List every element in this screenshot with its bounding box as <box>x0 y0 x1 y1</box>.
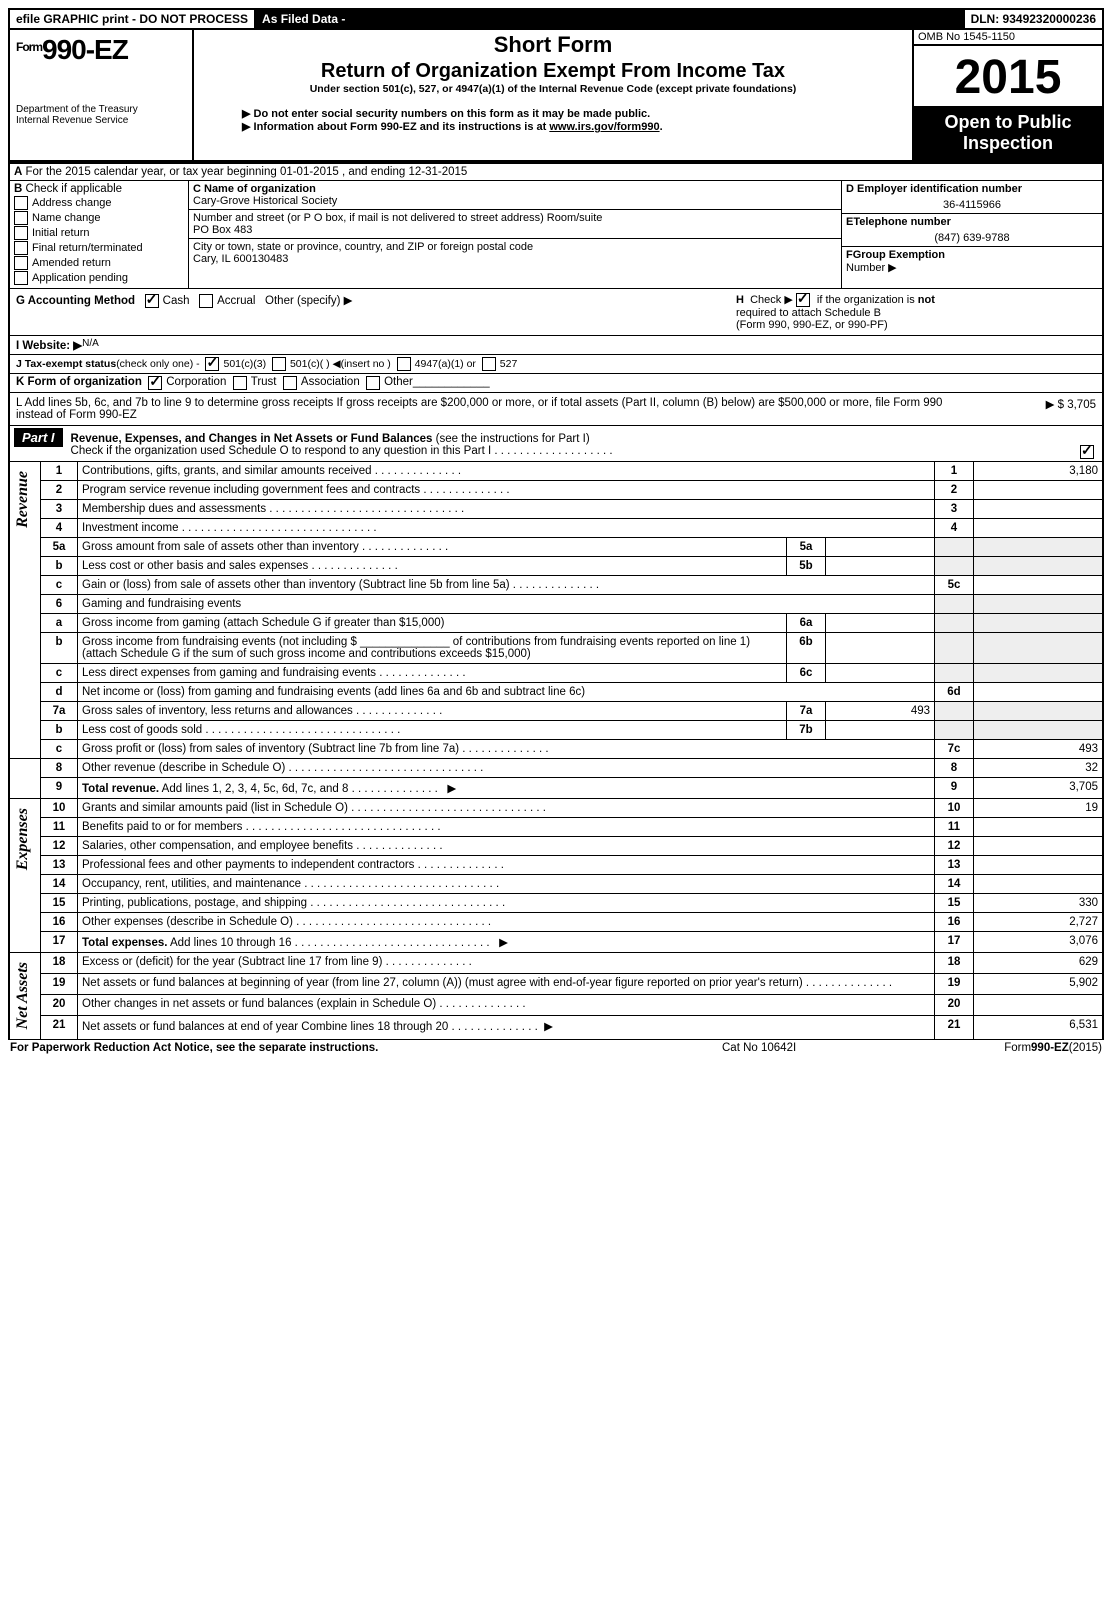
checkbox-schedule-b-not-required[interactable] <box>796 293 810 307</box>
dln-label: DLN: 93492320000236 <box>963 10 1102 28</box>
short-form-label: Short Form <box>202 32 904 58</box>
under-section: Under section 501(c), 527, or 4947(a)(1)… <box>202 83 904 95</box>
arrow-1-text: Do not enter social security numbers on … <box>254 108 651 120</box>
website-value: N/A <box>82 338 99 352</box>
tax-year: 2015 <box>914 46 1102 106</box>
telephone: (847) 639-9788 <box>846 228 1098 244</box>
checkbox-cash[interactable] <box>145 294 159 308</box>
gross-receipts: ▶ $ 3,705 <box>976 397 1096 421</box>
val-1: 3,180 <box>974 462 1104 481</box>
checkbox-trust[interactable] <box>233 376 247 390</box>
val-18: 629 <box>974 953 1104 974</box>
checkbox-name-change[interactable] <box>14 211 28 225</box>
row-g-h: G Accounting Method Cash Accrual Other (… <box>8 289 1104 336</box>
val-17: 3,076 <box>974 932 1104 953</box>
column-d-e-f: D Employer identification number 36-4115… <box>841 181 1102 288</box>
row-l: L Add lines 5b, 6c, and 7b to line 9 to … <box>8 393 1104 426</box>
checkbox-association[interactable] <box>283 376 297 390</box>
public-inspection: Open to Public Inspection <box>914 106 1102 160</box>
checkbox-other[interactable] <box>366 376 380 390</box>
checkbox-corporation[interactable] <box>148 376 162 390</box>
line-a: A For the 2015 calendar year, or tax yea… <box>8 162 1104 181</box>
dept-line-1: Department of the Treasury <box>16 104 186 115</box>
val-10: 19 <box>974 799 1104 818</box>
ein: 36-4115966 <box>846 195 1098 211</box>
sidelabel-net-assets: Net Assets <box>9 953 41 1039</box>
checkbox-4947[interactable] <box>397 357 411 371</box>
column-b: B Check if applicable Address change Nam… <box>10 181 189 288</box>
footer-cat: Cat No 10642I <box>722 1042 922 1054</box>
val-21: 6,531 <box>974 1016 1104 1039</box>
efile-label: efile GRAPHIC print - DO NOT PROCESS <box>10 10 256 28</box>
checkbox-address-change[interactable] <box>14 196 28 210</box>
form-title: Return of Organization Exempt From Incom… <box>202 60 904 83</box>
omb-number: OMB No 1545-1150 <box>914 30 1102 46</box>
org-street: PO Box 483 <box>193 224 252 236</box>
instruction-arrows: ▶ Do not enter social security numbers o… <box>202 107 904 133</box>
lines-table: Revenue 1 Contributions, gifts, grants, … <box>8 462 1104 1039</box>
val-19: 5,902 <box>974 974 1104 995</box>
footer-right: Form990-EZ(2015) <box>922 1042 1102 1054</box>
val-7c: 493 <box>974 740 1104 759</box>
section-b-c-d: B Check if applicable Address change Nam… <box>8 181 1104 289</box>
form-prefix: Form <box>16 40 42 54</box>
irs-link[interactable]: www.irs.gov/form990 <box>549 121 659 133</box>
checkbox-527[interactable] <box>482 357 496 371</box>
sidelabel-expenses: Expenses <box>9 799 41 953</box>
val-15: 330 <box>974 894 1104 913</box>
val-16: 2,727 <box>974 913 1104 932</box>
form-header: Form990-EZ Department of the Treasury In… <box>8 30 1104 162</box>
checkbox-initial-return[interactable] <box>14 226 28 240</box>
org-name: Cary-Grove Historical Society <box>193 195 337 207</box>
checkbox-application-pending[interactable] <box>14 271 28 285</box>
form-no-text: 990-EZ <box>42 34 128 65</box>
dept-line-2: Internal Revenue Service <box>16 115 186 126</box>
arrow-2-prefix: Information about Form 990-EZ and its in… <box>254 121 550 133</box>
sidelabel-revenue: Revenue <box>9 462 41 759</box>
row-k: K Form of organization Corporation Trust… <box>8 374 1104 393</box>
part-i-header: Part I Revenue, Expenses, and Changes in… <box>8 426 1104 462</box>
checkbox-501c3[interactable] <box>205 357 219 371</box>
val-7a: 493 <box>826 702 935 721</box>
footer-left: For Paperwork Reduction Act Notice, see … <box>10 1042 722 1054</box>
row-j: J Tax-exempt status(check only one) - 50… <box>8 355 1104 374</box>
row-i: I Website: ▶N/A <box>8 336 1104 355</box>
asfiled-label: As Filed Data - <box>256 10 351 28</box>
top-bar: efile GRAPHIC print - DO NOT PROCESS As … <box>8 8 1104 30</box>
val-9: 3,705 <box>974 778 1104 799</box>
checkbox-501c[interactable] <box>272 357 286 371</box>
part-badge: Part I <box>14 428 63 447</box>
column-c: C Name of organization Cary-Grove Histor… <box>189 181 841 288</box>
checkbox-final-return[interactable] <box>14 241 28 255</box>
checkbox-accrual[interactable] <box>199 294 213 308</box>
org-city: Cary, IL 600130483 <box>193 253 288 265</box>
form-number: Form990-EZ <box>16 34 186 66</box>
checkbox-amended-return[interactable] <box>14 256 28 270</box>
checkbox-schedule-o-used[interactable] <box>1080 445 1094 459</box>
val-8: 32 <box>974 759 1104 778</box>
